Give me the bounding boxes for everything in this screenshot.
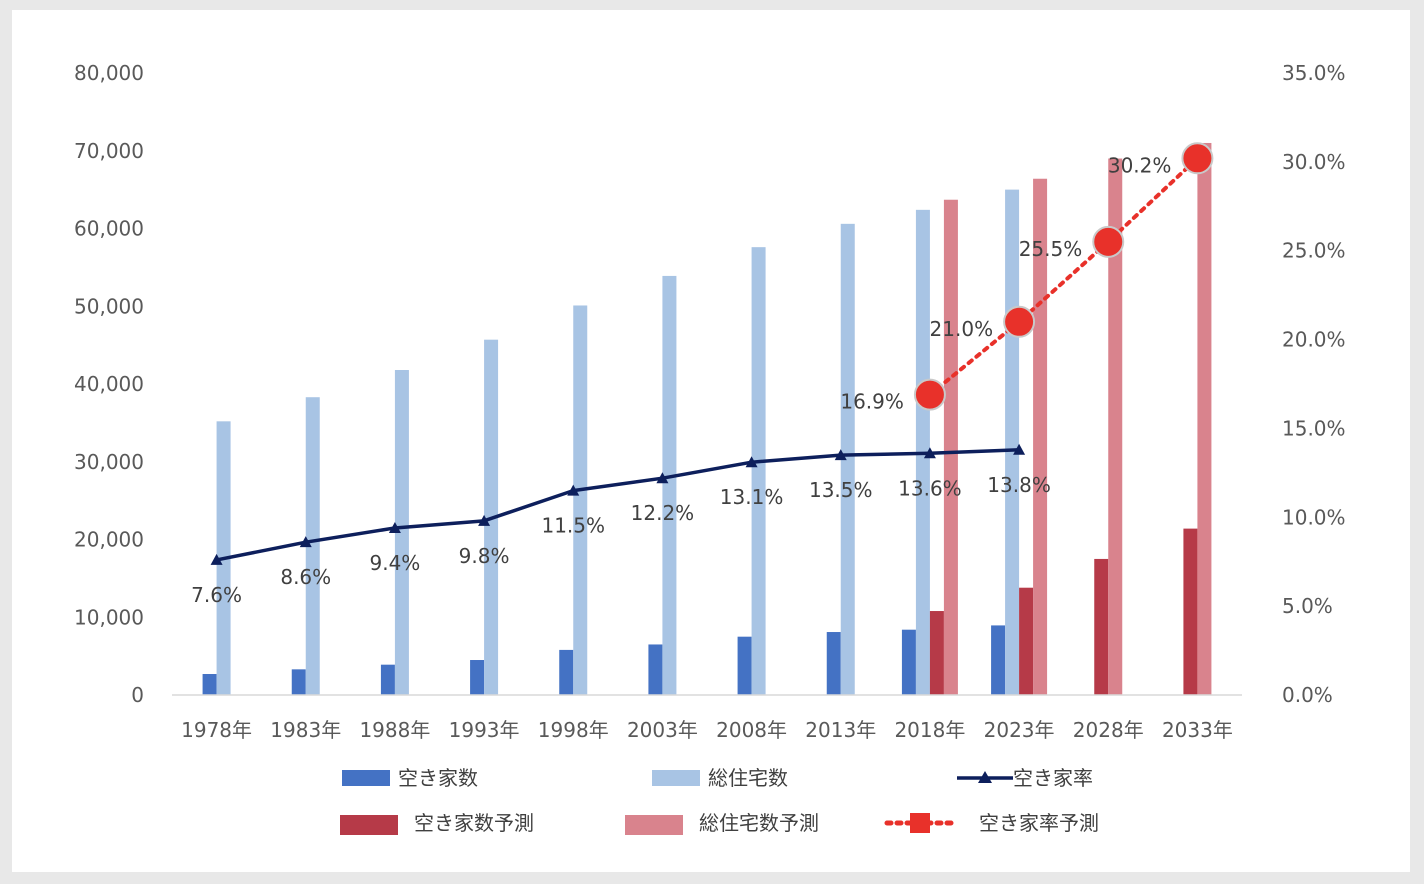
legend-label-1: 総住宅数: [708, 766, 788, 790]
vacancy-rate-label-9: 13.8%: [987, 473, 1051, 497]
bar-4-10: [1108, 158, 1123, 695]
vacancy-rate-forecast-label-11: 30.2%: [1108, 153, 1172, 177]
vacancy-rate-label-0: 7.6%: [191, 583, 242, 607]
vacancy-rate-marker-7: [834, 449, 847, 461]
bar-0-9: [991, 625, 1006, 695]
vacancy-rate-forecast-label-8: 16.9%: [840, 390, 904, 414]
x-tick-9: 2023年: [984, 718, 1055, 742]
bar-0-5: [648, 644, 663, 695]
vacancy-rate-marker-4: [567, 484, 580, 496]
legend-marker-2: [978, 771, 992, 783]
vacancy-rate-forecast-label-10: 25.5%: [1019, 237, 1083, 261]
bar-1-7: [840, 223, 855, 695]
x-tick-11: 2033年: [1162, 718, 1233, 742]
legend-swatch-3: [340, 815, 398, 835]
vacancy-rate-label-3: 9.8%: [459, 544, 510, 568]
bar-0-7: [826, 632, 841, 695]
vacancy-rate-forecast-marker-8: [913, 378, 946, 411]
y-left-tick-7: 70,000: [74, 139, 144, 163]
x-tick-0: 1978年: [181, 718, 252, 742]
bar-0-0: [202, 674, 217, 695]
bar-1-9: [1005, 189, 1020, 695]
vacancy-rate-forecast-line: [927, 156, 1200, 397]
y-left-tick-1: 10,000: [74, 605, 144, 629]
y-left-tick-8: 80,000: [74, 61, 144, 85]
y-left-tick-3: 30,000: [74, 450, 144, 474]
bar-1-4: [573, 305, 588, 695]
legend-label-0: 空き家数: [398, 766, 478, 790]
x-tick-4: 1998年: [538, 718, 609, 742]
y-right-tick-4: 20.0%: [1282, 328, 1346, 352]
y-left-tick-6: 60,000: [74, 217, 144, 241]
bar-0-4: [559, 649, 574, 695]
vacancy-rate-forecast-marker-10: [1092, 225, 1125, 258]
vacancy-rate-forecast-label-9: 21.0%: [930, 317, 994, 341]
chart-canvas: 7.6% 8.6% 9.4% 9.8% 11.5% 12.2% 13.1% 13.5% 13.6…: [74, 61, 1346, 835]
bar-0-3: [470, 660, 485, 695]
vacancy-rate-marker-0: [210, 553, 223, 565]
y-left-tick-2: 20,000: [74, 528, 144, 552]
x-tick-7: 2013年: [805, 718, 876, 742]
y-right-tick-3: 15.0%: [1282, 416, 1346, 440]
vacancy-rate-marker-1: [299, 536, 312, 548]
bar-1-2: [394, 370, 409, 695]
legend-marker-5: [910, 813, 930, 833]
vacancy-rate-label-2: 9.4%: [370, 551, 421, 575]
bar-0-8: [901, 629, 916, 695]
bar-1-1: [305, 397, 320, 695]
vacancy-rate-marker-9: [1013, 443, 1026, 455]
vacancy-rate-label-7: 13.5%: [809, 478, 873, 502]
x-tick-2: 1988年: [359, 718, 430, 742]
vacancy-rate-forecast-marker-9: [1003, 305, 1036, 338]
vacancy-rate-line: [216, 448, 1020, 562]
y-left-tick-0: 0: [131, 683, 144, 707]
bar-1-5: [662, 275, 677, 695]
vacancy-rate-label-4: 11.5%: [541, 514, 605, 538]
bar-0-1: [291, 669, 306, 695]
bar-4-11: [1197, 142, 1212, 696]
y-right-tick-2: 10.0%: [1282, 505, 1346, 529]
x-tick-5: 2003年: [627, 718, 698, 742]
y-right-tick-7: 35.0%: [1282, 61, 1346, 85]
vacancy-rate-label-5: 12.2%: [631, 501, 695, 525]
y-left-tick-5: 50,000: [74, 294, 144, 318]
bar-3-8: [929, 611, 944, 695]
chart-frame: 7.6% 8.6% 9.4% 9.8% 11.5% 12.2% 13.1% 13.5% 13.6…: [12, 10, 1410, 872]
vacancy-rate-marker-6: [745, 456, 758, 468]
y-left-tick-4: 40,000: [74, 372, 144, 396]
legend-swatch-4: [625, 815, 683, 835]
legend-label-3: 空き家数予測: [414, 811, 534, 835]
y-right-tick-6: 30.0%: [1282, 150, 1346, 174]
legend-label-5: 空き家率予測: [979, 811, 1099, 835]
x-tick-10: 2028年: [1073, 718, 1144, 742]
bar-4-8: [943, 199, 958, 696]
vacancy-rate-label-8: 13.6%: [898, 476, 962, 500]
vacancy-rate-label-6: 13.1%: [720, 485, 784, 509]
vacancy-rate-marker-8: [923, 447, 936, 459]
vacancy-rate-marker-5: [656, 472, 669, 484]
bar-3-9: [1019, 587, 1034, 695]
bar-3-11: [1183, 528, 1198, 695]
legend-swatch-0: [342, 770, 390, 786]
vacancy-rate-forecast-marker-11: [1181, 142, 1214, 175]
x-tick-3: 1993年: [449, 718, 520, 742]
vacancy-rate-marker-2: [388, 521, 401, 533]
bar-0-2: [380, 664, 395, 695]
x-tick-1: 1983年: [270, 718, 341, 742]
bar-3-10: [1094, 558, 1109, 695]
vacancy-rate-marker-3: [478, 514, 491, 526]
bar-1-6: [751, 247, 766, 695]
bar-4-9: [1033, 178, 1048, 696]
x-tick-6: 2008年: [716, 718, 787, 742]
y-right-tick-0: 0.0%: [1282, 683, 1333, 707]
legend-swatch-1: [652, 770, 700, 786]
legend-label-2: 空き家率: [1013, 766, 1093, 790]
legend-label-4: 総住宅数予測: [699, 811, 819, 835]
bar-0-6: [737, 636, 752, 695]
y-right-tick-1: 5.0%: [1282, 594, 1333, 618]
x-tick-8: 2018年: [894, 718, 965, 742]
y-right-tick-5: 25.0%: [1282, 239, 1346, 263]
vacancy-rate-label-1: 8.6%: [280, 565, 331, 589]
